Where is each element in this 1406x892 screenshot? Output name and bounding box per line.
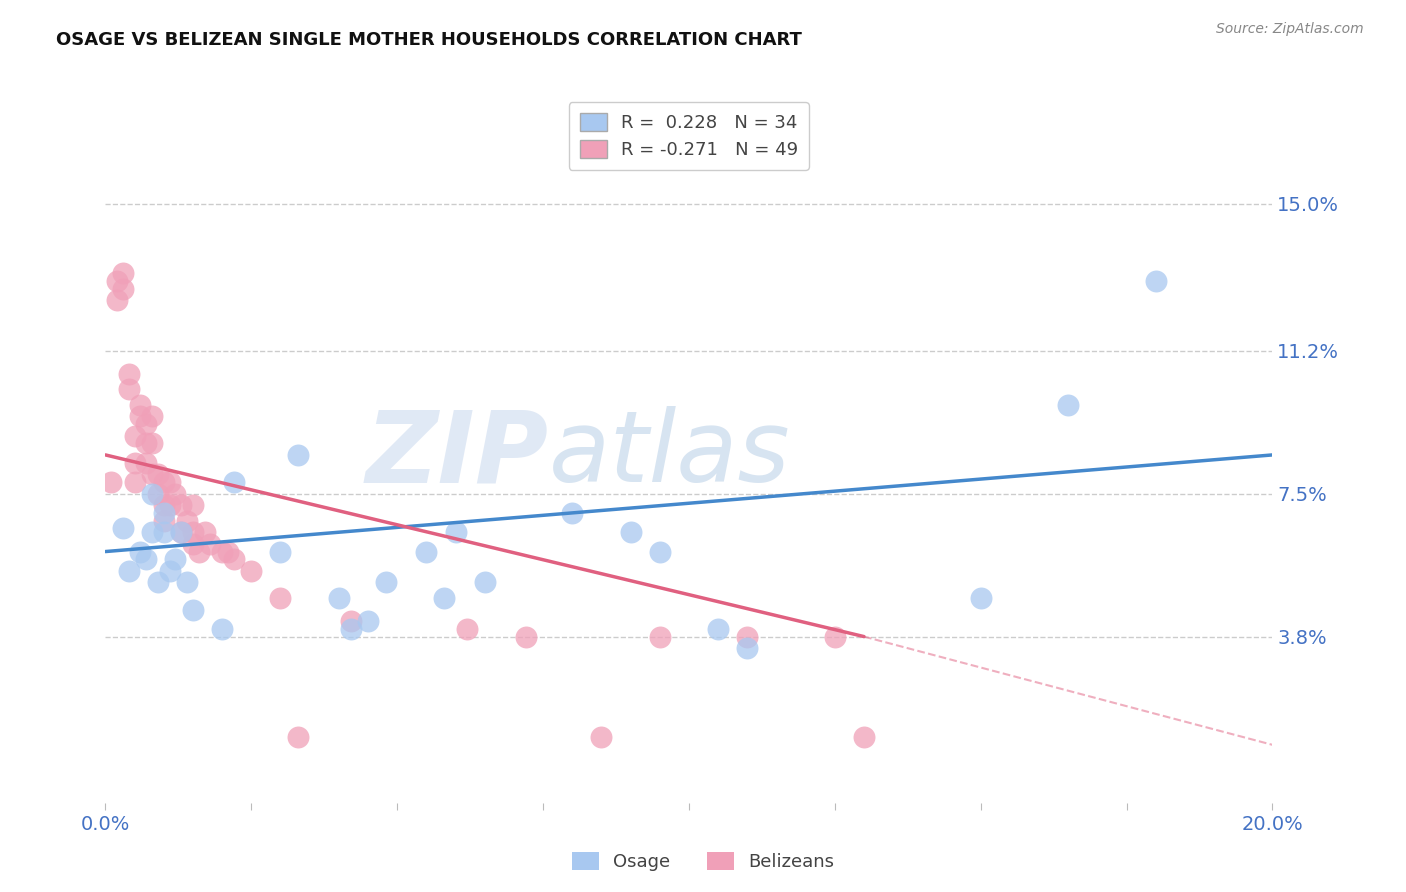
Point (135, 552, 157, 566)
Point (328, 591, 350, 605)
Point (141, 409, 163, 424)
Point (969, 591, 991, 605)
Point (339, 622, 361, 636)
Point (374, 575, 396, 590)
Point (176, 575, 198, 590)
Text: OSAGE VS BELIZEAN SINGLE MOTHER HOUSEHOLDS CORRELATION CHART: OSAGE VS BELIZEAN SINGLE MOTHER HOUSEHOL… (56, 31, 801, 49)
Point (456, 622, 478, 636)
Point (187, 544, 209, 558)
Point (118, 382, 141, 396)
Point (339, 614, 361, 628)
Text: ZIP: ZIP (366, 407, 548, 503)
Point (135, 456, 157, 470)
Point (648, 544, 671, 558)
Point (159, 498, 181, 512)
Point (515, 630, 537, 644)
Point (129, 409, 152, 424)
Point (159, 475, 181, 489)
Point (852, 730, 875, 744)
Point (141, 467, 163, 482)
Point (200, 537, 222, 551)
Point (269, 544, 292, 558)
Point (737, 630, 759, 644)
Point (159, 564, 181, 578)
Point (105, 293, 128, 308)
Point (222, 552, 245, 566)
Point (181, 525, 204, 540)
Point (100, 475, 122, 489)
Point (181, 537, 204, 551)
Point (135, 417, 157, 431)
Point (240, 564, 263, 578)
Point (141, 486, 163, 500)
Point (153, 498, 174, 512)
Point (129, 398, 152, 412)
Point (170, 498, 193, 512)
Point (707, 622, 730, 636)
Point (1057, 398, 1080, 412)
Point (153, 525, 174, 540)
Point (287, 730, 309, 744)
Point (269, 591, 292, 605)
Point (415, 544, 437, 558)
Point (222, 475, 245, 489)
Point (737, 641, 759, 656)
Point (146, 575, 169, 590)
Point (648, 630, 671, 644)
Point (211, 622, 233, 636)
Point (153, 514, 174, 528)
Point (287, 448, 309, 462)
Point (433, 591, 456, 605)
Point (153, 506, 174, 520)
Point (141, 436, 163, 450)
Text: atlas: atlas (548, 407, 790, 503)
Point (170, 525, 193, 540)
Text: Source: ZipAtlas.com: Source: ZipAtlas.com (1216, 22, 1364, 37)
Point (111, 282, 134, 296)
Point (444, 525, 467, 540)
Legend: R =  0.228   N = 34, R = -0.271   N = 49: R = 0.228 N = 34, R = -0.271 N = 49 (569, 103, 808, 169)
Point (181, 602, 204, 616)
Point (176, 514, 198, 528)
Point (129, 544, 152, 558)
Point (118, 367, 141, 381)
Point (111, 521, 134, 535)
Point (181, 498, 204, 512)
Legend: Osage, Belizeans: Osage, Belizeans (565, 845, 841, 879)
Point (111, 266, 134, 280)
Point (124, 428, 146, 442)
Point (211, 544, 233, 558)
Point (1144, 274, 1167, 288)
Point (194, 525, 217, 540)
Point (146, 486, 169, 500)
Point (146, 467, 169, 482)
Point (357, 614, 380, 628)
Point (824, 630, 846, 644)
Point (118, 564, 141, 578)
Point (153, 475, 174, 489)
Point (474, 575, 496, 590)
Point (124, 475, 146, 489)
Point (141, 525, 163, 540)
Point (619, 525, 641, 540)
Point (105, 274, 128, 288)
Point (135, 436, 157, 450)
Point (170, 525, 193, 540)
Point (165, 486, 187, 500)
Point (124, 456, 146, 470)
Point (217, 544, 239, 558)
Point (561, 506, 583, 520)
Point (165, 552, 187, 566)
Point (591, 730, 613, 744)
